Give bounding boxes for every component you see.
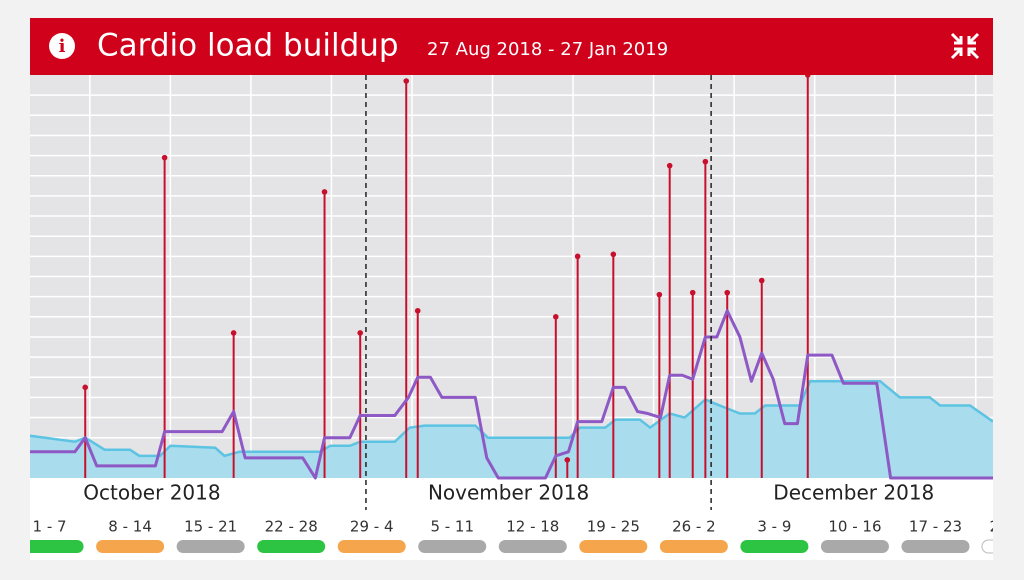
week-status-pill — [96, 540, 165, 553]
month-label: October 2018 — [83, 481, 220, 505]
plot: October 2018 November 2018 December 2018 1 … — [30, 75, 1024, 554]
stem-dot — [414, 307, 421, 314]
stem-dot — [702, 158, 709, 165]
week-status-pill — [579, 540, 648, 553]
week-status-pill — [30, 540, 84, 553]
stem-dot — [230, 330, 237, 336]
week-status-pill — [901, 540, 970, 553]
collapse-icon[interactable] — [950, 32, 980, 60]
week-status-pill — [740, 540, 809, 553]
stem-dot — [804, 75, 811, 78]
month-label: December 2018 — [773, 481, 934, 505]
week-label: 17 - 23 — [909, 518, 962, 536]
week-label: 3 - 9 — [757, 518, 791, 536]
stem-dot — [564, 457, 571, 463]
week-status-pill — [418, 540, 487, 553]
info-icon[interactable] — [49, 33, 75, 59]
week-label: 5 - 11 — [430, 518, 474, 536]
week-status-pill — [176, 540, 245, 553]
stem-dot — [610, 251, 617, 258]
stem-dot — [724, 289, 731, 296]
week-status-pill — [337, 540, 406, 553]
week-label: 29 - 4 — [350, 518, 394, 536]
header-bar — [30, 18, 993, 75]
week-label: 26 - 2 — [672, 518, 716, 536]
stem-dot — [82, 384, 89, 391]
week-label: 24 - 30 — [989, 518, 1024, 536]
week-label: 1 - 7 — [33, 518, 67, 536]
stem-dot — [161, 154, 168, 161]
subtitle: 27 Aug 2018 - 27 Jan 2019 — [427, 39, 668, 60]
load-line — [30, 309, 993, 480]
stem-dot — [574, 253, 581, 260]
week-label: 12 - 18 — [506, 518, 559, 536]
stem-dot — [758, 277, 765, 284]
stem-dot — [321, 189, 328, 195]
week-status-pill — [981, 539, 993, 554]
title: Cardio load buildup — [97, 28, 399, 64]
info-icon-glyph: i — [59, 36, 66, 57]
week-status-pill — [659, 540, 728, 553]
month-label: November 2018 — [428, 481, 589, 505]
week-label: 10 - 16 — [828, 518, 881, 536]
stem-dot — [689, 289, 696, 296]
area-fill — [30, 381, 993, 478]
stem-dot — [552, 314, 559, 320]
week-label: 8 - 14 — [108, 518, 152, 536]
stem-dot — [357, 330, 364, 336]
area-line — [30, 380, 993, 458]
stem-dot — [403, 78, 410, 84]
week-status-pill — [257, 540, 326, 553]
week-status-pill — [820, 540, 889, 553]
stem-dot — [656, 291, 663, 298]
stem-dot — [666, 162, 673, 169]
week-status-pill — [498, 540, 567, 553]
week-label: 15 - 21 — [184, 518, 237, 536]
week-label: 19 - 25 — [587, 518, 640, 536]
week-label: 22 - 28 — [265, 518, 318, 536]
